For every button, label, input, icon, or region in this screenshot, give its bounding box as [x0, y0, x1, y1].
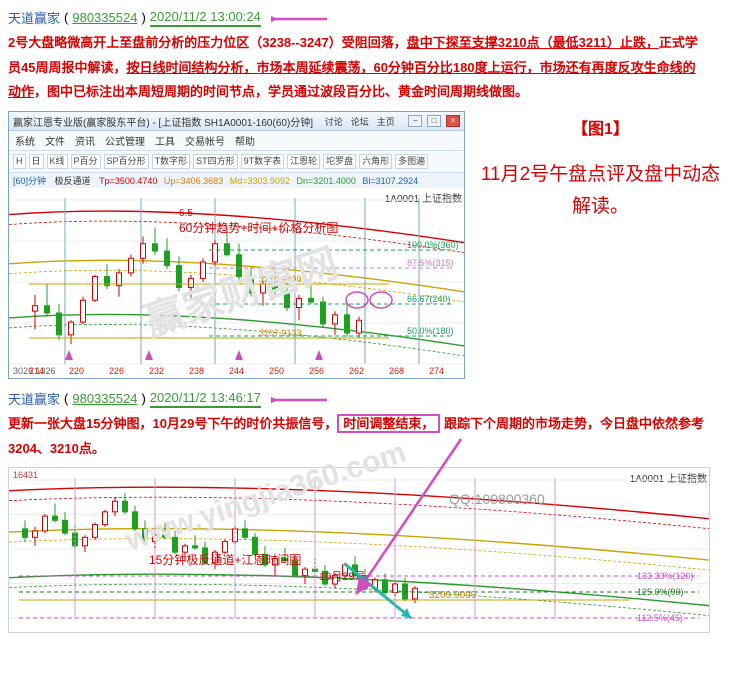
toolbar-button[interactable]: K线: [47, 154, 68, 169]
toolbar-button[interactable]: 多图遍: [395, 154, 428, 169]
post1-text3: ，图中已标注出本周短周期的时间节点，学员通过波段百分比、黄金时间周期线做图。: [34, 84, 528, 99]
post2-body: 更新一张大盘15分钟图，10月29号下午的时价共振信号，时间调整结束， 跟踪下个…: [8, 412, 708, 461]
svg-text:232: 232: [149, 366, 164, 376]
menubar: 系统文件资讯公式管理工具交易帐号帮助: [9, 131, 464, 151]
series-name: 极反通道: [55, 176, 91, 186]
post1-text: 2号大盘略微高开上至盘前分析的压力位区（3238--3247）受阻回落，: [8, 35, 407, 50]
svg-text:244: 244: [229, 366, 244, 376]
toolbar-button[interactable]: 坨罗盘: [323, 154, 356, 169]
highlight-box: 时间调整结束，: [337, 414, 440, 433]
svg-text:3207.9133: 3207.9133: [259, 328, 302, 338]
menu-item[interactable]: 帮助: [235, 133, 255, 148]
window-title: 赢家江恩专业版(赢家股东平台) - [上证指数 SH1A0001-160(60)…: [13, 114, 313, 129]
series-dn: Dn=3201.4000: [297, 176, 356, 186]
svg-text:133.33%(120): 133.33%(120): [637, 571, 694, 581]
toolbar-button[interactable]: 日: [29, 154, 44, 169]
series-up: Up=3406.3683: [164, 176, 223, 186]
toolbar-button[interactable]: T数字形: [152, 154, 191, 169]
menu-item[interactable]: 文件: [45, 133, 65, 148]
timeframe-label: [60]分钟: [13, 176, 46, 186]
svg-text:15分钟极反通道+江恩时间图: 15分钟极反通道+江恩时间图: [149, 552, 301, 567]
series-md: Md=3303.9092: [230, 176, 290, 186]
toolbar-button[interactable]: 9T数字表: [241, 154, 285, 169]
svg-text:268: 268: [389, 366, 404, 376]
post2-header: 天道赢家 (980335524) 2020/11/2 13:46:17: [8, 389, 726, 408]
svg-text:112.5%(45): 112.5%(45): [637, 613, 683, 623]
close-icon[interactable]: ×: [446, 115, 460, 127]
menu-item[interactable]: 交易帐号: [185, 133, 225, 148]
window-buttons: – □ ×: [406, 115, 460, 127]
svg-text:3209.9099: 3209.9099: [429, 590, 477, 601]
svg-text:QQ:100800360: QQ:100800360: [449, 491, 545, 507]
svg-text:3278.8899: 3278.8899: [259, 274, 302, 284]
svg-text:87.5%(315): 87.5%(315): [407, 258, 454, 268]
chart1-plot[interactable]: 1A0001 上证指数 3026 1326 100.0%(360)87.5%(3…: [9, 188, 464, 378]
toolbar-button[interactable]: SP百分形: [104, 154, 149, 169]
toolbar-button[interactable]: 江恩轮: [287, 154, 320, 169]
figure-label: 【图1】: [475, 115, 726, 139]
post1-header: 天道赢家 (980335524) 2020/11/2 13:00:24: [8, 8, 726, 27]
timestamp: 2020/11/2 13:46:17: [150, 390, 261, 408]
svg-text:238: 238: [189, 366, 204, 376]
arrow-icon: [271, 13, 329, 23]
svg-text:214: 214: [29, 366, 44, 376]
maximize-icon[interactable]: □: [427, 115, 441, 127]
username[interactable]: 天道赢家: [8, 389, 60, 408]
toolbar: H日K线P百分SP百分形T数字形ST四方形9T数字表江恩轮坨罗盘六角形多图遍: [9, 151, 464, 173]
post1-text-ul1: 盘中下探至支撑3210点（最低3211）止跌，: [407, 35, 659, 50]
chart1-info: [60]分钟 极反通道 Tp=3500.4740 Up=3406.3683 Md…: [9, 173, 464, 188]
menu-item[interactable]: 公式管理: [105, 133, 145, 148]
svg-text:220: 220: [69, 366, 84, 376]
svg-text:250: 250: [269, 366, 284, 376]
svg-text:226: 226: [109, 366, 124, 376]
userid-link[interactable]: 980335524: [72, 10, 137, 25]
timestamp: 2020/11/2 13:00:24: [150, 9, 261, 27]
series-bl: Bl=3107.2924: [362, 176, 418, 186]
arrow-icon: [271, 394, 329, 404]
svg-text:66.67(240): 66.67(240): [407, 294, 451, 304]
tab[interactable]: 讨论: [325, 115, 343, 128]
tab[interactable]: 主页: [377, 115, 395, 128]
username[interactable]: 天道赢家: [8, 8, 60, 27]
svg-text:100.0%(360): 100.0%(360): [407, 240, 459, 250]
minimize-icon[interactable]: –: [408, 115, 422, 127]
chart2-plot[interactable]: 16431 1A0001 上证指数 133.33%(120)125.0%(90)…: [8, 467, 710, 633]
post1-body: 2号大盘略微高开上至盘前分析的压力位区（3238--3247）受阻回落，盘中下探…: [8, 31, 708, 105]
toolbar-button[interactable]: H: [13, 154, 26, 169]
series-tp: Tp=3500.4740: [99, 176, 157, 186]
toolbar-button[interactable]: 六角形: [359, 154, 392, 169]
svg-text:50.0%(180): 50.0%(180): [407, 326, 454, 336]
svg-text:274: 274: [429, 366, 444, 376]
menu-item[interactable]: 系统: [15, 133, 35, 148]
figure2-zone: 16431 1A0001 上证指数 133.33%(120)125.0%(90)…: [8, 467, 726, 633]
menu-item[interactable]: 工具: [155, 133, 175, 148]
figure1-sidepanel: 【图1】 11月2号午盘点评及盘中动态解读。: [475, 111, 726, 224]
chart1-window: 赢家江恩专业版(赢家股东平台) - [上证指数 SH1A0001-160(60)…: [8, 111, 465, 379]
tab[interactable]: 论坛: [351, 115, 369, 128]
figure1-zone: 赢家江恩专业版(赢家股东平台) - [上证指数 SH1A0001-160(60)…: [8, 111, 726, 379]
svg-text:256: 256: [309, 366, 324, 376]
svg-text:125.0%(90): 125.0%(90): [637, 587, 684, 597]
userid-link[interactable]: 980335524: [72, 391, 137, 406]
post2-text1: 更新一张大盘15分钟图，10月29号下午的时价共振信号，: [8, 416, 337, 431]
svg-text:262: 262: [349, 366, 364, 376]
toolbar-button[interactable]: P百分: [71, 154, 101, 169]
svg-text:6.5: 6.5: [179, 208, 193, 219]
menu-item[interactable]: 资讯: [75, 133, 95, 148]
toolbar-button[interactable]: ST四方形: [193, 154, 238, 169]
window-titlebar[interactable]: 赢家江恩专业版(赢家股东平台) - [上证指数 SH1A0001-160(60)…: [9, 112, 464, 131]
svg-text:60分钟趋势+时间+价格分析图: 60分钟趋势+时间+价格分析图: [179, 220, 338, 235]
figure-caption: 11月2号午盘点评及盘中动态解读。: [475, 159, 726, 224]
